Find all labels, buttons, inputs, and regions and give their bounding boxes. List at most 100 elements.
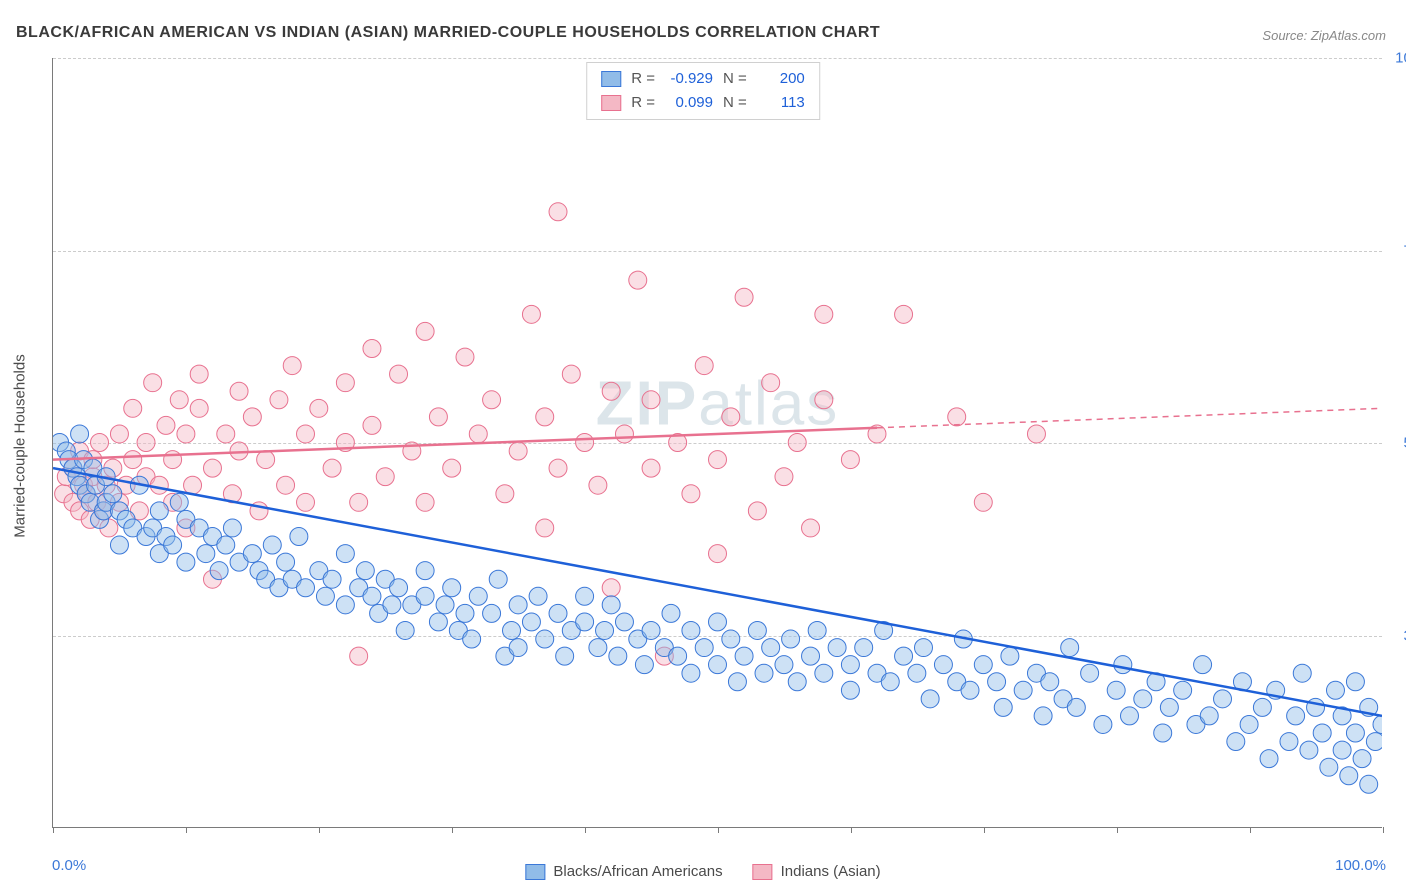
scatter-svg xyxy=(53,58,1382,827)
data-point xyxy=(1214,690,1232,708)
data-point xyxy=(456,604,474,622)
data-point xyxy=(1307,698,1325,716)
source-name: ZipAtlas.com xyxy=(1311,28,1386,43)
data-point xyxy=(356,562,374,580)
data-point xyxy=(469,587,487,605)
data-point xyxy=(164,536,182,554)
data-point xyxy=(709,613,727,631)
data-point xyxy=(908,664,926,682)
data-point xyxy=(150,476,168,494)
x-tick xyxy=(452,827,453,833)
data-point xyxy=(994,698,1012,716)
data-point xyxy=(376,468,394,486)
data-point xyxy=(104,485,122,503)
data-point xyxy=(788,434,806,452)
data-point xyxy=(443,459,461,477)
legend-stats: R = -0.929 N = 200 R = 0.099 N = 113 xyxy=(586,62,820,120)
data-point xyxy=(463,630,481,648)
data-point xyxy=(150,502,168,520)
data-point xyxy=(562,365,580,383)
data-point xyxy=(529,587,547,605)
data-point xyxy=(210,562,228,580)
data-point xyxy=(263,536,281,554)
data-point xyxy=(1320,758,1338,776)
data-point xyxy=(277,476,295,494)
data-point xyxy=(1174,681,1192,699)
data-point xyxy=(429,613,447,631)
data-point xyxy=(144,374,162,392)
data-point xyxy=(1027,425,1045,443)
data-point xyxy=(748,502,766,520)
data-point xyxy=(217,536,235,554)
legend-swatch-series-1 xyxy=(601,95,621,111)
data-point xyxy=(503,621,521,639)
data-point xyxy=(802,519,820,537)
data-point xyxy=(1260,750,1278,768)
data-point xyxy=(177,553,195,571)
data-point xyxy=(695,639,713,657)
data-point xyxy=(270,391,288,409)
data-point xyxy=(1134,690,1152,708)
data-point xyxy=(722,630,740,648)
data-point xyxy=(735,288,753,306)
data-point xyxy=(190,365,208,383)
data-point xyxy=(124,399,142,417)
data-point xyxy=(509,442,527,460)
plot-area: ZIPatlas 32.5%55.0%77.5%100.0% xyxy=(52,58,1382,828)
data-point xyxy=(602,382,620,400)
data-point xyxy=(297,425,315,443)
data-point xyxy=(496,485,514,503)
regression-line xyxy=(53,468,1382,716)
data-point xyxy=(549,203,567,221)
data-point xyxy=(1081,664,1099,682)
data-point xyxy=(669,647,687,665)
data-point xyxy=(137,434,155,452)
legend-swatch-0 xyxy=(525,864,545,880)
data-point xyxy=(549,604,567,622)
data-point xyxy=(642,391,660,409)
data-point xyxy=(1227,733,1245,751)
data-point xyxy=(915,639,933,657)
data-point xyxy=(1333,741,1351,759)
data-point xyxy=(615,425,633,443)
legend-swatch-series-0 xyxy=(601,71,621,87)
data-point xyxy=(443,579,461,597)
legend-stats-row: R = 0.099 N = 113 xyxy=(601,91,805,115)
data-point xyxy=(735,647,753,665)
data-point xyxy=(576,613,594,631)
r-value-1: 0.099 xyxy=(665,91,713,115)
x-tick xyxy=(718,827,719,833)
data-point xyxy=(1014,681,1032,699)
data-point xyxy=(1293,664,1311,682)
data-point xyxy=(841,681,859,699)
x-tick xyxy=(1117,827,1118,833)
data-point xyxy=(556,647,574,665)
r-label: R = xyxy=(631,67,655,91)
data-point xyxy=(709,656,727,674)
data-point xyxy=(576,587,594,605)
data-point xyxy=(536,519,554,537)
data-point xyxy=(110,425,128,443)
data-point xyxy=(290,528,308,546)
data-point xyxy=(536,408,554,426)
data-point xyxy=(755,664,773,682)
data-point xyxy=(895,305,913,323)
data-point xyxy=(383,596,401,614)
data-point xyxy=(1041,673,1059,691)
data-point xyxy=(948,408,966,426)
data-point xyxy=(1194,656,1212,674)
data-point xyxy=(164,451,182,469)
data-point xyxy=(429,408,447,426)
data-point xyxy=(895,647,913,665)
data-point xyxy=(682,621,700,639)
data-point xyxy=(197,545,215,563)
data-point xyxy=(782,630,800,648)
data-point xyxy=(988,673,1006,691)
data-point xyxy=(576,434,594,452)
data-point xyxy=(363,340,381,358)
data-point xyxy=(283,357,301,375)
data-point xyxy=(589,639,607,657)
data-point xyxy=(828,639,846,657)
data-point xyxy=(841,656,859,674)
data-point xyxy=(1340,767,1358,785)
